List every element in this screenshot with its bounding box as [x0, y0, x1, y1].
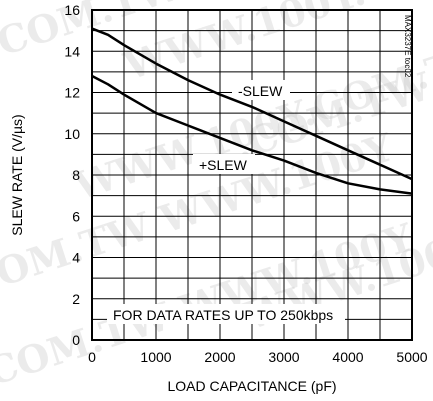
label-box-minus-slew: [232, 80, 290, 100]
plot-frame: [91, 9, 413, 341]
y-tick-label: 0: [72, 332, 80, 348]
series-line-minus-slew: [91, 27, 413, 181]
series-label-plus-slew: +SLEW: [199, 157, 248, 173]
y-axis-label: SLEW RATE (V/µs): [9, 114, 25, 235]
label-box-annotation: [107, 304, 345, 324]
series-label-minus-slew: -SLEW: [238, 83, 283, 99]
series-line-plus-slew: [91, 74, 413, 195]
y-tick-label: 14: [64, 43, 80, 59]
y-tick-label: 8: [72, 167, 80, 183]
data-rate-annotation: FOR DATA RATES UP TO 250kbps: [113, 307, 333, 323]
x-tick-label: 5000: [396, 349, 427, 365]
y-tick-label: 16: [64, 2, 80, 18]
x-tick-label: 2000: [204, 349, 235, 365]
label-box-plus-slew: [193, 154, 255, 174]
x-tick-label: 4000: [332, 349, 363, 365]
y-tick-label: 4: [72, 250, 80, 266]
x-tick-label: 1000: [140, 349, 171, 365]
y-tick-label: 10: [64, 126, 80, 142]
y-tick-label: 12: [64, 85, 80, 101]
x-tick-label: 3000: [268, 349, 299, 365]
part-number-label: MAX3237E toc02: [403, 15, 412, 78]
series-layer: [91, 27, 413, 195]
tick-labels: 0 1000 2000 3000 4000 5000 0 2 4 6 8 10 12 14 16: [64, 2, 427, 365]
y-tick-label: 6: [72, 208, 80, 224]
y-tick-label: 2: [72, 291, 80, 307]
x-axis-label: LOAD CAPACITANCE (pF): [167, 378, 336, 394]
x-tick-label: 0: [88, 349, 96, 365]
